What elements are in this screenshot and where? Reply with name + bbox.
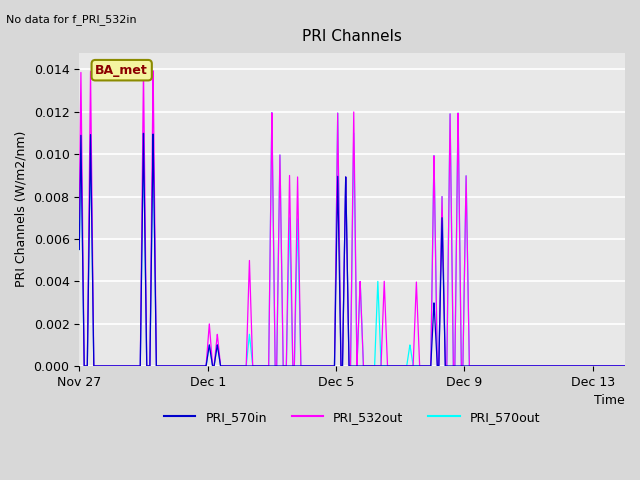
Text: No data for f_PRI_532in: No data for f_PRI_532in (6, 14, 137, 25)
X-axis label: Time: Time (595, 394, 625, 407)
Text: BA_met: BA_met (95, 64, 148, 77)
Legend: PRI_570in, PRI_532out, PRI_570out: PRI_570in, PRI_532out, PRI_570out (159, 406, 545, 429)
Title: PRI Channels: PRI Channels (302, 29, 402, 44)
Y-axis label: PRI Channels (W/m2/nm): PRI Channels (W/m2/nm) (15, 131, 28, 288)
